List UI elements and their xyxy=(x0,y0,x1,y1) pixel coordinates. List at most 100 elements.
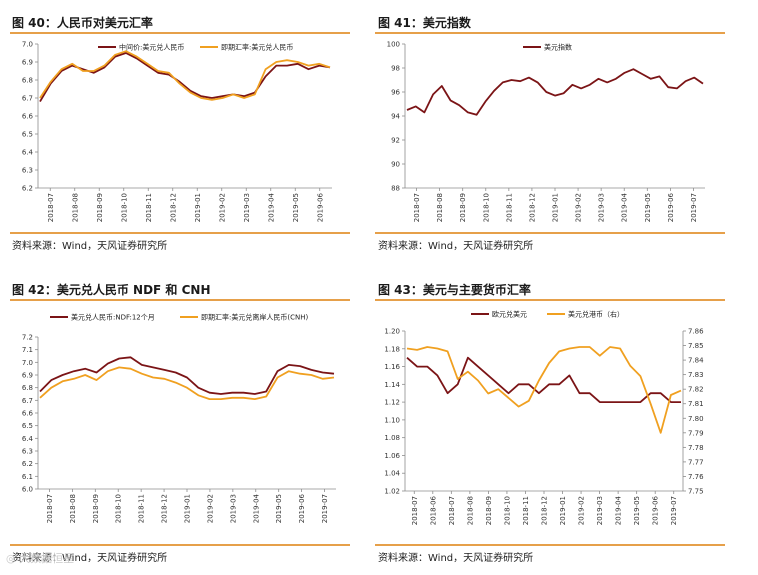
y-tick-label: 6.6 xyxy=(22,410,34,418)
y-tick-label: 92 xyxy=(391,137,400,145)
y-tick-label: 6.8 xyxy=(22,384,33,392)
x-tick-label: 2019-05 xyxy=(292,193,300,222)
watermark: ◎ 大数据恒星 xyxy=(6,552,75,565)
y-right-tick-label: 7.82 xyxy=(688,386,704,394)
x-tick-label: 2019-04 xyxy=(621,192,629,222)
y-tick-label: 6.8 xyxy=(22,77,33,85)
y-tick-label: 1.18 xyxy=(384,345,400,353)
y-tick-label: 1.14 xyxy=(384,381,400,389)
source-note: 资料来源：Wind，天风证券研究所 xyxy=(12,241,168,252)
y-right-tick-label: 7.83 xyxy=(688,371,704,379)
y-tick-label: 6.2 xyxy=(22,460,33,468)
chart-41-dollar-index: 88 90 92 94 96 98 100 2018-07 2018-08 2018-09 2018… xyxy=(387,41,705,222)
chart-43-major-currencies: 1.02 1.04 1.06 1.08 1.10 1.12 1.14 1.16 1.18 1.20… xyxy=(384,310,704,526)
x-tick-label: 2019-03 xyxy=(598,193,606,222)
x-tick-label: 2019-01 xyxy=(184,494,192,523)
series-line-1 xyxy=(39,356,335,395)
x-tick-label: 2019-04 xyxy=(267,192,275,222)
y-right-tick-label: 7.85 xyxy=(688,342,704,350)
y-tick-label: 6.0 xyxy=(22,486,33,494)
x-tick-label: 2019-03 xyxy=(243,193,251,222)
x-tick-label: 2019-04 xyxy=(615,495,623,525)
chart-title-41: 图 41：美元指数 xyxy=(378,16,471,30)
x-tick-label: 2018-07 xyxy=(46,494,54,523)
y-tick-label: 88 xyxy=(391,185,400,193)
y-tick-label: 6.3 xyxy=(22,448,33,456)
y-tick-label: 6.4 xyxy=(22,435,34,443)
x-tick-label: 2019-01 xyxy=(559,496,567,525)
y-tick-label: 6.9 xyxy=(22,372,33,380)
x-tick-label: 2018-09 xyxy=(96,193,104,222)
x-tick-label: 2018-08 xyxy=(436,193,444,222)
x-tick-label: 2018-10 xyxy=(115,494,123,523)
x-tick-label: 2018-08 xyxy=(69,494,77,523)
x-tick-label: 2019-05 xyxy=(275,494,283,523)
series-line-1 xyxy=(406,68,704,116)
legend-label: 中间价:美元兑人民币 xyxy=(119,43,184,52)
x-tick-label: 2018-11 xyxy=(522,496,530,525)
chart-title-43: 图 43：美元与主要货币汇率 xyxy=(378,283,531,297)
title-rule xyxy=(375,32,725,34)
x-tick-label: 2019-02 xyxy=(578,496,586,525)
source-note: 资料来源：Wind，天风证券研究所 xyxy=(12,553,168,564)
x-tick-label: 2019-07 xyxy=(690,193,698,222)
x-tick-label: 2019-02 xyxy=(218,193,226,222)
source-rule xyxy=(10,544,350,546)
chart-title-42: 图 42：美元兑人民币 NDF 和 CNH xyxy=(12,283,211,297)
source-rule xyxy=(375,232,725,234)
y-right-tick-label: 7.84 xyxy=(688,357,704,365)
y-tick-label: 100 xyxy=(387,41,400,49)
x-tick-label: 2019-03 xyxy=(229,494,237,523)
source-note: 资料来源：Wind，天风证券研究所 xyxy=(378,241,534,252)
x-tick-label: 2019-05 xyxy=(633,496,641,525)
y-tick-label: 1.06 xyxy=(384,452,400,460)
x-tick-label: 2019-03 xyxy=(596,496,604,525)
y-right-tick-label: 7.77 xyxy=(688,458,704,466)
y-right-tick-label: 7.79 xyxy=(688,429,704,437)
y-tick-label: 6.9 xyxy=(22,59,33,67)
y-tick-label: 7.0 xyxy=(22,359,33,367)
x-tick-label: 2018-11 xyxy=(138,494,146,523)
series-line-2 xyxy=(39,50,331,101)
y-tick-label: 6.2 xyxy=(22,185,33,193)
y-tick-label: 6.1 xyxy=(22,473,33,481)
series-line-1 xyxy=(406,356,681,403)
source-note: 资料来源：Wind，天风证券研究所 xyxy=(378,553,534,564)
x-tick-label: 2019-01 xyxy=(194,193,202,222)
x-tick-label: 2019-04 xyxy=(252,493,260,523)
source-rule xyxy=(10,232,350,234)
y-tick-label: 6.3 xyxy=(22,167,33,175)
y-tick-label: 7.2 xyxy=(22,334,33,342)
y-tick-label: 1.08 xyxy=(384,434,400,442)
chart-40-rmb-usd: 6.2 6.3 6.4 6.5 6.6 6.7 6.8 6.9 7.0 2018-07 2018-0… xyxy=(22,41,332,222)
x-tick-label: 2018-09 xyxy=(459,193,467,222)
x-tick-label: 2018-10 xyxy=(482,193,490,222)
y-tick-label: 1.12 xyxy=(384,399,400,407)
x-tick-label: 2018-09 xyxy=(485,496,493,525)
series-line-2 xyxy=(39,366,335,400)
y-right-tick-label: 7.76 xyxy=(688,473,704,481)
legend-label: 即期汇率:美元兑人民币 xyxy=(221,43,293,52)
x-tick-label: 2019-01 xyxy=(552,193,560,222)
y-right-tick-label: 7.86 xyxy=(688,328,704,336)
x-tick-label: 2018-10 xyxy=(503,496,511,525)
x-tick-label: 2018-12 xyxy=(161,494,169,523)
x-tick-label: 2018-09 xyxy=(92,494,100,523)
x-tick-label: 2018-07 xyxy=(448,496,456,525)
x-tick-label: 2019-06 xyxy=(652,495,660,525)
chart-42-ndf-cnh: 6.0 6.1 6.2 6.3 6.4 6.5 6.6 6.7 6.8 6.9 7.0 7.1 7.2 2… xyxy=(22,313,336,523)
y-right-tick-label: 7.81 xyxy=(688,400,704,408)
x-tick-label: 2018-12 xyxy=(528,193,536,222)
y-tick-label: 7.0 xyxy=(22,41,33,49)
legend-label: 即期汇率:美元兑离岸人民币(CNH) xyxy=(201,313,308,322)
x-tick-label: 2018-10 xyxy=(120,193,128,222)
y-tick-label: 6.5 xyxy=(22,422,33,430)
x-tick-label: 2018-12 xyxy=(541,496,549,525)
y-right-tick-label: 7.80 xyxy=(688,415,704,423)
x-tick-label: 2019-02 xyxy=(206,494,214,523)
y-tick-label: 1.16 xyxy=(384,363,400,371)
x-tick-label: 2019-07 xyxy=(670,496,678,525)
y-tick-label: 1.10 xyxy=(384,416,400,424)
x-tick-label: 2018-07 xyxy=(413,193,421,222)
y-tick-label: 96 xyxy=(391,89,400,97)
